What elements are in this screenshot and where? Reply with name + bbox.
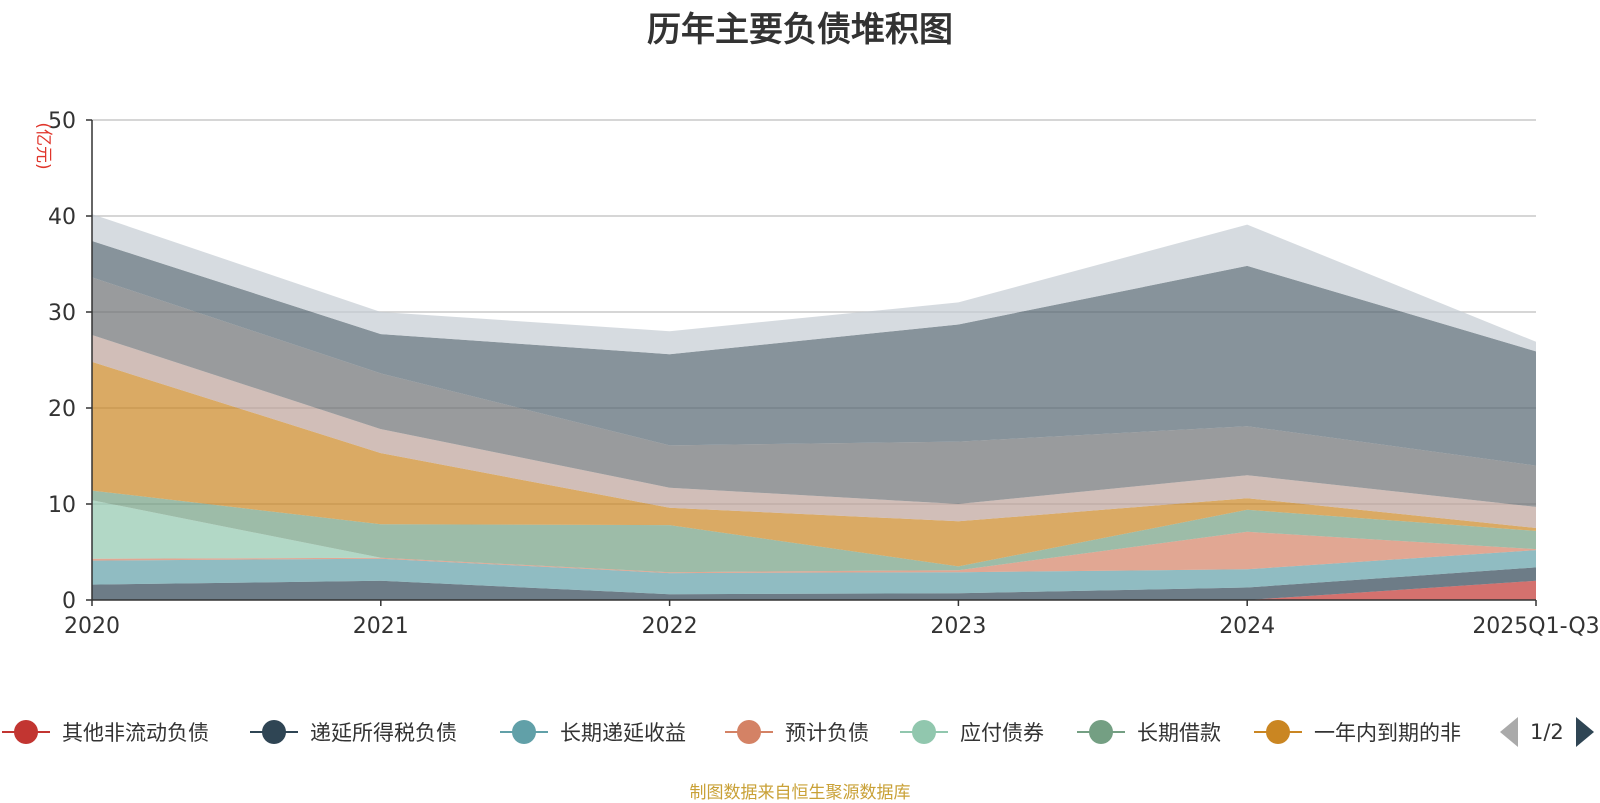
legend-item-5[interactable]: 长期借款: [1077, 712, 1221, 752]
legend-marker-icon: [900, 712, 948, 752]
x-tick-label: 2021: [353, 614, 409, 639]
y-axis-unit-label: (亿元): [33, 122, 53, 169]
legend-next-page-icon[interactable]: [1575, 717, 1594, 747]
legend-marker-icon: [1254, 712, 1302, 752]
legend-label: 长期借款: [1137, 721, 1221, 745]
legend-page-indicator: 1/2: [1530, 720, 1564, 744]
data-source-note: 制图数据来自恒生聚源数据库: [689, 783, 911, 803]
legend-label: 长期递延收益: [560, 721, 686, 745]
legend-marker-icon: [725, 712, 773, 752]
chart-title: 历年主要负债堆积图: [647, 10, 953, 50]
legend-item-3[interactable]: 预计负债: [725, 712, 869, 752]
y-tick-label: 20: [48, 397, 76, 422]
legend: 1/2 其他非流动负债 递延所得税负债 长期递延收益 预计负债 应付债券 长期借款 一年内到…: [0, 712, 1600, 752]
y-tick-label: 0: [62, 589, 76, 614]
area-series-1[interactable]: [92, 567, 1536, 600]
legend-item-4[interactable]: 应付债券: [900, 712, 1044, 752]
area-series-7[interactable]: [92, 335, 1536, 528]
y-tick-label: 50: [48, 109, 76, 134]
legend-marker-icon: [2, 712, 50, 752]
area-series-9[interactable]: [92, 241, 1536, 466]
area-series-5[interactable]: [92, 490, 1536, 573]
area-series-0[interactable]: [92, 580, 1536, 600]
y-tick-label: 40: [48, 205, 76, 230]
legend-item-0[interactable]: 其他非流动负债: [2, 712, 209, 752]
area-series-8[interactable]: [92, 277, 1536, 507]
area-series-3[interactable]: [92, 531, 1536, 574]
area-series-6[interactable]: [92, 361, 1536, 567]
legend-prev-page-icon[interactable]: [1500, 717, 1518, 747]
y-tick-label: 10: [48, 493, 76, 518]
legend-marker-icon: [250, 712, 298, 752]
area-series-2[interactable]: [92, 550, 1536, 595]
x-tick-label: 2020: [64, 614, 120, 639]
area-series-10[interactable]: [92, 214, 1536, 355]
legend-label: 应付债券: [960, 721, 1044, 745]
legend-item-2[interactable]: 长期递延收益: [500, 712, 686, 752]
legend-marker-icon: [1077, 712, 1125, 752]
legend-label: 预计负债: [785, 721, 869, 745]
y-tick-label: 30: [48, 301, 76, 326]
legend-pager: 1/2: [1500, 712, 1594, 752]
x-tick-label: 2022: [642, 614, 698, 639]
x-tick-label: 2024: [1219, 614, 1275, 639]
x-tick-label: 2023: [930, 614, 986, 639]
legend-item-1[interactable]: 递延所得税负债: [250, 712, 457, 752]
legend-label: 递延所得税负债: [310, 721, 457, 745]
legend-label: 其他非流动负债: [62, 721, 209, 745]
legend-item-6[interactable]: 一年内到期的非: [1254, 712, 1461, 752]
x-tick-label: 2025Q1-Q3: [1472, 614, 1599, 639]
legend-marker-icon: [500, 712, 548, 752]
legend-label: 一年内到期的非: [1314, 721, 1461, 745]
